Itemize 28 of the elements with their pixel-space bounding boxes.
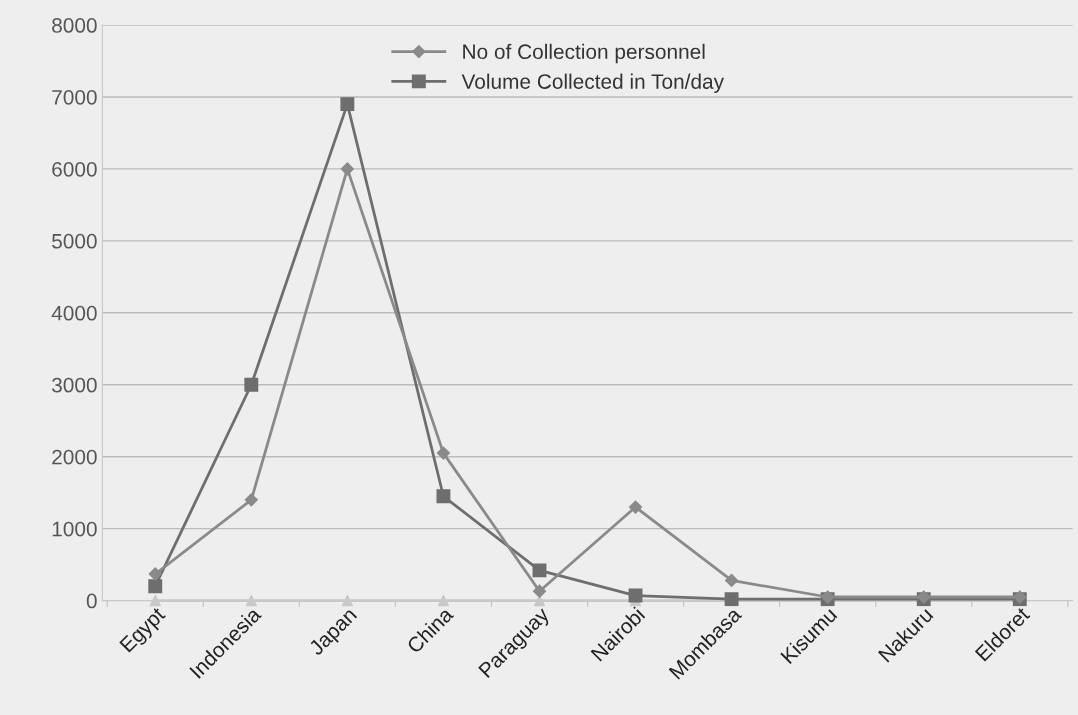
- point: [149, 595, 161, 607]
- y-tick-label: 1000: [52, 521, 97, 537]
- point: [340, 162, 354, 176]
- point: [244, 377, 259, 392]
- point: [725, 573, 739, 588]
- point: [436, 489, 451, 504]
- legend-label: Volume Collected in Ton/day: [461, 73, 725, 94]
- y-tick-label: 8000: [52, 18, 97, 33]
- y-tick-label: 0: [86, 593, 97, 609]
- point: [340, 97, 355, 112]
- point: [532, 563, 547, 578]
- y-tick-label: 2000: [52, 449, 97, 465]
- point: [148, 567, 162, 581]
- point: [532, 584, 547, 598]
- y-tick-label: 3000: [52, 377, 97, 393]
- point: [436, 446, 451, 460]
- y-tick-label: 6000: [52, 161, 97, 177]
- point: [245, 595, 257, 607]
- point: [628, 500, 643, 514]
- legend-label: No of Collection personnel: [463, 43, 705, 64]
- point: [437, 595, 449, 607]
- y-tick-label: 4000: [51, 305, 97, 321]
- point: [148, 579, 163, 594]
- y-tick-label: 5000: [52, 233, 97, 249]
- point: [341, 595, 353, 607]
- point: [244, 493, 258, 507]
- y-tick-label: 7000: [52, 89, 97, 105]
- point: [628, 588, 643, 603]
